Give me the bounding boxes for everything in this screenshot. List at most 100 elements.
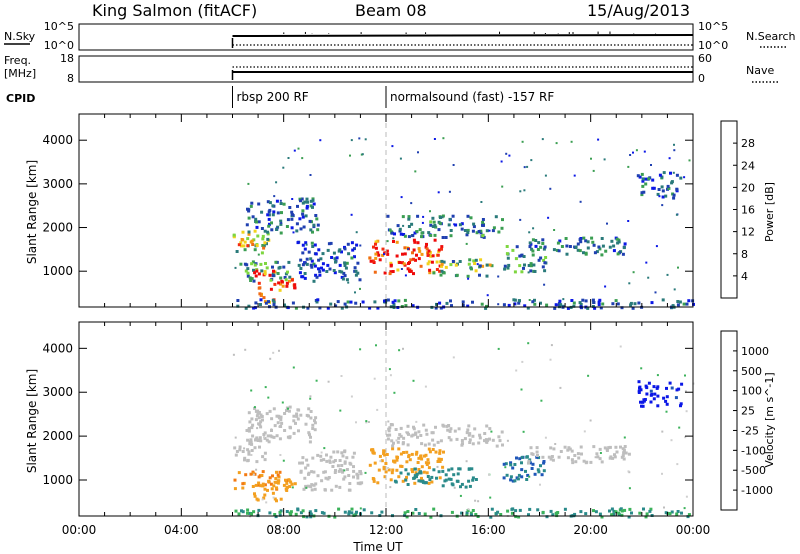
data-cell (275, 228, 279, 231)
data-cell (250, 389, 253, 392)
data-cell (595, 250, 599, 254)
data-cell (272, 303, 276, 307)
data-cell (565, 244, 569, 248)
data-cell (396, 268, 400, 272)
data-cell (665, 386, 668, 390)
data-cell (374, 256, 378, 260)
data-cell (644, 515, 648, 519)
data-cell (279, 454, 282, 456)
data-cell (376, 251, 380, 255)
data-cell (389, 478, 393, 482)
data-cell (338, 468, 342, 472)
data-cell (553, 229, 556, 231)
data-cell (250, 426, 254, 430)
data-cell (536, 248, 540, 251)
data-cell (254, 438, 257, 442)
data-cell (374, 252, 378, 256)
data-cell (282, 459, 285, 462)
data-cell (365, 421, 368, 424)
data-cell (253, 446, 257, 450)
data-cell (527, 513, 530, 517)
data-cell (299, 258, 303, 262)
data-cell (509, 463, 513, 467)
data-cell (402, 451, 406, 454)
data-cell (438, 269, 442, 273)
data-cell (427, 442, 431, 446)
data-cell (373, 461, 377, 465)
data-cell (299, 511, 303, 515)
data-cell (341, 454, 345, 458)
data-cell (305, 206, 309, 210)
data-cell (321, 252, 325, 256)
data-cell (598, 512, 602, 516)
data-cell (397, 436, 401, 440)
data-cell (440, 247, 443, 251)
data-cell (392, 441, 395, 445)
data-cell (267, 479, 271, 483)
data-cell (313, 243, 317, 247)
data-cell (536, 454, 539, 457)
plot-area (79, 114, 693, 307)
data-cell (670, 386, 674, 390)
data-cell (677, 266, 679, 269)
data-cell (262, 483, 266, 487)
data-cell (254, 301, 258, 305)
y-tick-label: 4000 (42, 133, 73, 147)
data-cell (395, 254, 399, 258)
data-cell (447, 477, 451, 481)
data-cell (441, 465, 445, 469)
data-cell (519, 190, 522, 193)
data-cell (572, 304, 576, 308)
data-cell (452, 356, 455, 359)
data-cell (388, 368, 391, 371)
data-cell (420, 252, 424, 256)
data-cell (389, 270, 393, 274)
data-cell (233, 487, 237, 491)
data-cell (286, 270, 289, 274)
data-cell (278, 425, 281, 428)
data-cell (511, 479, 515, 483)
data-cell (520, 270, 524, 274)
data-cell (272, 407, 276, 411)
data-cell (566, 448, 570, 452)
data-cell (465, 513, 469, 517)
data-cell (278, 265, 282, 269)
data-cell (434, 306, 438, 310)
data-cell (540, 399, 543, 402)
data-cell (323, 447, 326, 450)
data-cell (400, 268, 403, 270)
data-cell (401, 215, 405, 219)
data-cell (235, 250, 239, 253)
data-cell (403, 252, 407, 256)
data-cell (232, 353, 235, 356)
data-cell (619, 507, 623, 511)
data-cell (248, 442, 252, 446)
data-cell (519, 254, 523, 258)
data-cell (577, 456, 581, 460)
data-cell (440, 259, 444, 263)
data-cell (467, 508, 470, 511)
data-cell (589, 460, 593, 464)
data-cell (326, 477, 330, 481)
data-cell (528, 475, 531, 478)
data-cell (387, 420, 390, 423)
data-cell (335, 256, 339, 260)
data-cell (271, 265, 274, 269)
data-cell (356, 261, 360, 265)
data-cell (362, 508, 366, 512)
data-cell (246, 448, 250, 452)
data-cell (651, 186, 655, 190)
data-cell (244, 348, 247, 351)
data-cell (402, 436, 406, 440)
data-cell (498, 439, 502, 443)
data-cell (343, 264, 347, 267)
data-cell (450, 467, 454, 471)
power-y-axis-title: Slant Range [km] (25, 160, 39, 264)
data-cell (290, 482, 294, 486)
data-cell (573, 454, 577, 457)
data-cell (302, 487, 306, 491)
data-cell (533, 270, 537, 273)
data-cell (311, 245, 315, 248)
data-cell (295, 412, 299, 416)
